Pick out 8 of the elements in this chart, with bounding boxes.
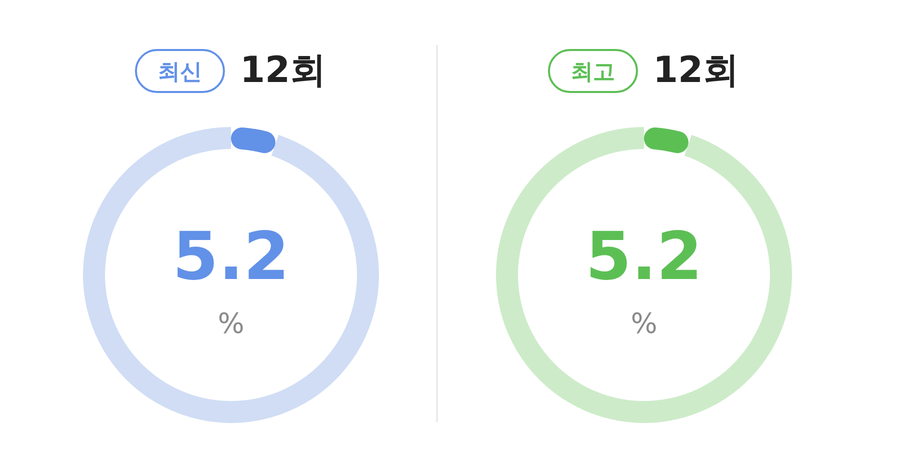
- data-label: 5.2: [586, 218, 702, 295]
- text: %: [218, 307, 244, 340]
- text: %: [630, 307, 658, 340]
- data-label: 5.2: [172, 218, 290, 295]
- chart-title: 최신: [158, 60, 202, 85]
- chart-subtitle: 12회: [652, 50, 740, 91]
- chart-subtitle: 12회: [240, 50, 326, 91]
- chart-title: 최고: [570, 60, 615, 85]
